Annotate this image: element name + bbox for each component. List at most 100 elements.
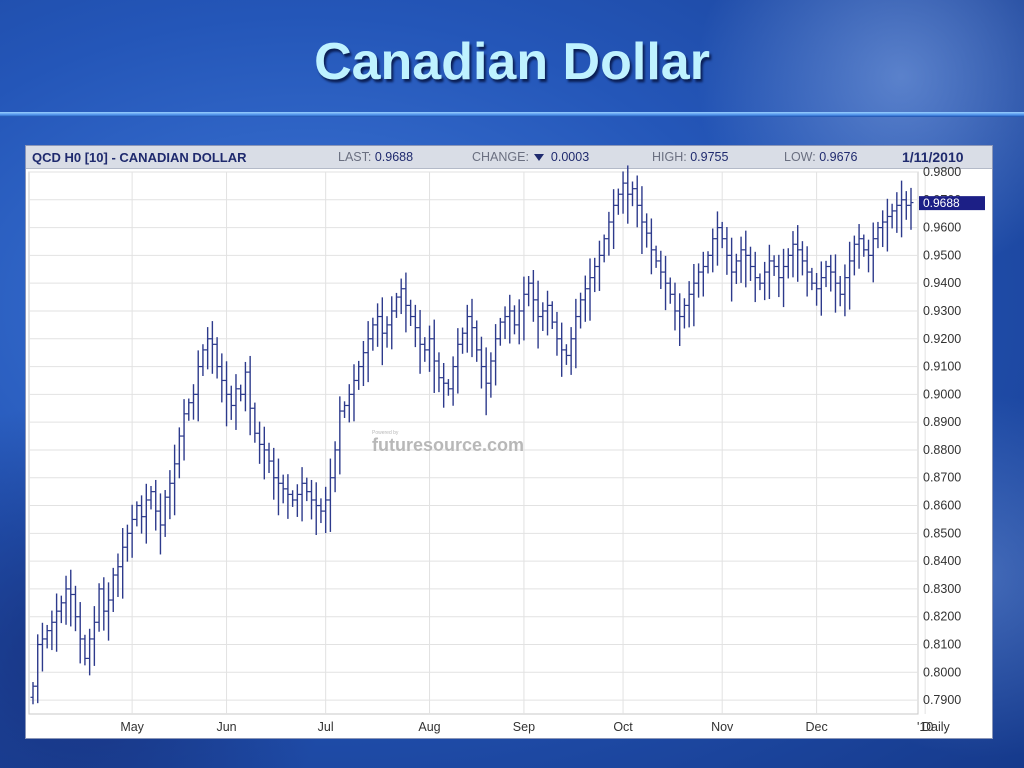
- ohlc-bar: [129, 504, 135, 558]
- ohlc-bar: [247, 355, 253, 436]
- ohlc-bar: [233, 374, 239, 430]
- ohlc-bar: [644, 213, 650, 248]
- ohlc-bar: [889, 203, 895, 229]
- ohlc-bar: [285, 474, 291, 519]
- change: CHANGE: 0.0003: [472, 150, 589, 164]
- ohlc-bar: [275, 458, 281, 516]
- ohlc-bar: [87, 628, 93, 676]
- ohlc-bar: [318, 498, 324, 524]
- ohlc-bar: [139, 495, 145, 534]
- ohlc-bar: [828, 254, 834, 292]
- ohlc-bar: [115, 553, 121, 597]
- ohlc-bar: [691, 264, 697, 327]
- y-tick-label: 0.8900: [923, 415, 961, 429]
- ohlc-bar: [337, 396, 343, 475]
- ohlc-bar: [568, 327, 574, 375]
- ohlc-bar: [634, 175, 640, 228]
- ohlc-bar: [365, 321, 371, 383]
- ohlc-bar: [124, 524, 130, 562]
- ohlc-bar: [106, 582, 112, 641]
- ohlc-bar: [582, 275, 588, 322]
- ohlc-bar: [205, 327, 211, 370]
- ohlc-bar: [615, 188, 621, 215]
- ohlc-bar: [497, 317, 503, 346]
- watermark-powered-by: Powered by: [372, 430, 399, 436]
- last-label: LAST:: [338, 150, 372, 164]
- y-tick-label: 0.9600: [923, 221, 961, 235]
- last-price: LAST: 0.9688: [338, 150, 413, 164]
- ohlc-bar: [686, 281, 692, 328]
- last-price-marker: [919, 196, 985, 211]
- low-value: 0.9676: [819, 150, 858, 164]
- ohlc-bar: [549, 301, 555, 330]
- title-divider: [0, 112, 1024, 117]
- chart-grid: [28, 171, 926, 715]
- low-label: LOW:: [784, 150, 816, 164]
- ohlc-bar: [814, 273, 820, 306]
- ohlc-bar: [714, 211, 720, 266]
- ohlc-bar: [408, 299, 414, 326]
- ohlc-bar: [667, 277, 673, 304]
- ohlc-bar: [460, 327, 466, 354]
- ohlc-bar: [639, 186, 645, 254]
- ohlc-bar: [752, 251, 758, 303]
- y-tick-label: 0.9800: [923, 165, 961, 179]
- ohlc-bar: [77, 602, 83, 664]
- ohlc-bar: [587, 258, 593, 321]
- x-tick-label: Dec: [805, 720, 827, 734]
- ohlc-bar: [162, 490, 168, 537]
- ohlc-bar: [35, 634, 41, 704]
- y-tick-label: 0.9000: [923, 387, 961, 401]
- ohlc-bar: [851, 235, 857, 276]
- last-value: 0.9688: [374, 150, 414, 164]
- ohlc-bar: [436, 352, 442, 393]
- y-tick-label: 0.8700: [923, 471, 961, 485]
- ohlc-bar: [120, 528, 126, 599]
- ohlc-bar: [884, 198, 890, 252]
- ohlc-bar: [39, 622, 45, 672]
- x-tick-label: '10: [917, 720, 933, 734]
- ohlc-bar: [68, 569, 74, 627]
- ohlc-bar: [748, 246, 754, 281]
- ohlc-bar: [209, 321, 215, 374]
- chart-panel: QCD H0 [10] - CANADIAN DOLLAR LAST: 0.96…: [25, 145, 993, 739]
- high-label: HIGH:: [652, 150, 687, 164]
- chart-header: QCD H0 [10] - CANADIAN DOLLAR LAST: 0.96…: [26, 146, 992, 169]
- ohlc-bar: [866, 239, 872, 273]
- ohlc-bar: [790, 231, 796, 278]
- ohlc-bar: [700, 251, 706, 297]
- ohlc-bar: [403, 272, 409, 333]
- y-tick-label: 0.8100: [923, 638, 961, 652]
- ohlc-bar: [672, 282, 678, 331]
- ohlc-bar: [323, 486, 329, 534]
- ohlc-bar: [384, 316, 390, 348]
- ohlc-bar: [762, 261, 768, 301]
- ohlc-bar: [653, 245, 659, 268]
- ohlc-bar: [242, 361, 248, 412]
- y-tick-label: 0.9300: [923, 304, 961, 318]
- ohlc-bar: [677, 293, 683, 346]
- ohlc-bar: [861, 234, 867, 257]
- ohlc-bar: [290, 490, 296, 507]
- chart-symbol: QCD H0 [10] - CANADIAN DOLLAR: [32, 150, 247, 165]
- ohlc-bar: [681, 298, 687, 329]
- ohlc-bar: [91, 606, 97, 666]
- ohlc-bar: [82, 634, 88, 666]
- ohlc-bar: [134, 501, 140, 527]
- ohlc-bar: [261, 426, 267, 480]
- ohlc-bar: [266, 442, 272, 474]
- ohlc-bar: [450, 356, 456, 406]
- ohlc-bar: [894, 192, 900, 233]
- ohlc-bar: [101, 577, 107, 631]
- ohlc-bar: [375, 303, 381, 347]
- y-tick-label: 0.8300: [923, 582, 961, 596]
- ohlc-bar: [710, 228, 716, 273]
- ohlc-bar: [856, 224, 862, 269]
- ohlc-bar: [299, 467, 305, 522]
- change-value: 0.0003: [550, 150, 590, 164]
- ohlc-bar: [540, 302, 546, 331]
- x-tick-label: Jul: [318, 720, 334, 734]
- ohlc-bar: [271, 447, 277, 500]
- ohlc-bar: [743, 230, 749, 288]
